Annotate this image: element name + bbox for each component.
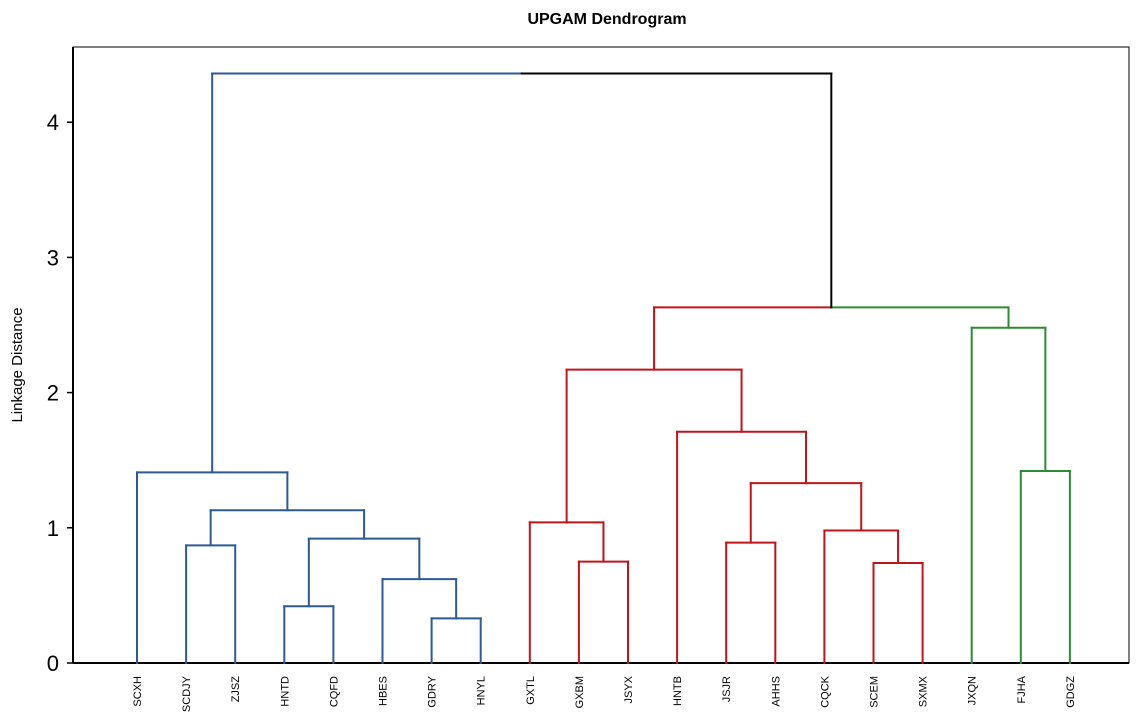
- x-tick-label: JSJR: [721, 676, 733, 702]
- x-tick-label: HNYL: [476, 676, 488, 705]
- dendrogram-links: [136, 72, 1071, 664]
- y-axis-label: Linkage Distance: [9, 307, 26, 422]
- x-tick-label: SCXH: [132, 676, 144, 707]
- y-tick-label: 2: [47, 381, 59, 406]
- y-ticks: 0 1 2 3 4: [47, 110, 73, 676]
- y-tick-label: 4: [47, 110, 59, 135]
- x-tick-label: JXQN: [967, 676, 979, 705]
- x-tick-label: GXBM: [574, 676, 586, 708]
- y-tick-label: 1: [47, 516, 59, 541]
- x-tick-label: GXTL: [525, 676, 537, 705]
- x-tick-label: FJHA: [1016, 675, 1028, 703]
- x-tick-label: AHHS: [770, 676, 782, 707]
- x-tick-label: CQCK: [819, 675, 831, 707]
- x-tick-label: SCEM: [869, 676, 881, 708]
- x-tick-label: GDGZ: [1065, 676, 1077, 708]
- chart-title: UPGAM Dendrogram: [527, 11, 686, 28]
- x-tick-labels: SCXH SCDJY ZJSZ HNTD CQFD HBES GDRY HNYL GXTL GXB…: [132, 675, 1077, 712]
- x-tick-label: CQFD: [328, 676, 340, 707]
- x-tick-label: JSYX: [623, 675, 635, 703]
- plot-frame: [72, 46, 1130, 664]
- y-tick-label: 3: [47, 245, 59, 270]
- y-tick-label: 0: [47, 651, 59, 676]
- x-tick-label: ZJSZ: [230, 676, 242, 703]
- x-tick-label: HBES: [378, 676, 390, 706]
- x-tick-label: HNTD: [279, 676, 291, 707]
- x-tick-label: SXMX: [918, 675, 930, 707]
- x-tick-label: HNTB: [672, 676, 684, 706]
- x-tick-label: SCDJY: [181, 675, 193, 712]
- x-tick-label: GDRY: [427, 675, 439, 707]
